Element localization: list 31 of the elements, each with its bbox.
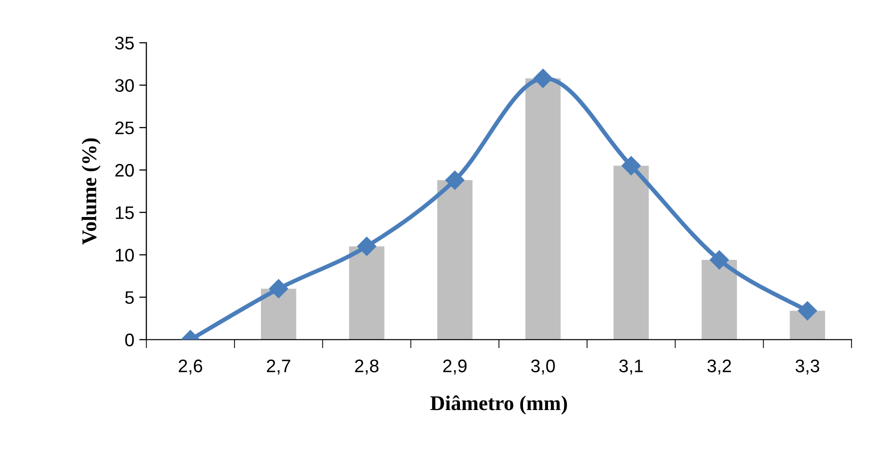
y-tick-label: 35	[115, 36, 134, 50]
bar	[437, 180, 472, 340]
point	[710, 250, 729, 270]
x-tick-label: 2,7	[266, 360, 290, 374]
bar	[260, 288, 296, 340]
point	[357, 236, 376, 256]
y-tick-label: 20	[115, 164, 134, 177]
x-tick-label: 3,3	[796, 360, 820, 374]
bar	[614, 166, 649, 340]
x-tick-label: 2,8	[355, 360, 378, 374]
point	[269, 279, 288, 298]
y-tick-label: 15	[116, 206, 134, 220]
y-tick-label: 30	[115, 79, 134, 92]
y-tick-label: 0	[125, 334, 134, 346]
x-tick-label: 3,1	[619, 360, 643, 374]
y-tick-label: 25	[115, 122, 134, 134]
point	[622, 156, 641, 176]
y-tick-label: 5	[125, 291, 134, 304]
x-tick-label: 2,6	[178, 360, 202, 374]
x-axis-title: Diâmetro (mm)	[430, 395, 567, 414]
y-axis-title: Volume (%)	[82, 138, 101, 245]
bar	[702, 260, 737, 340]
x-tick-label: 3,2	[707, 360, 731, 374]
bar	[525, 78, 561, 340]
point	[798, 301, 817, 320]
x-tick-label: 2,9	[443, 360, 467, 374]
y-tick-label: 10	[116, 248, 134, 262]
bar	[349, 246, 384, 340]
point	[445, 170, 464, 190]
x-tick-label: 3,0	[531, 360, 555, 374]
point	[533, 68, 553, 88]
